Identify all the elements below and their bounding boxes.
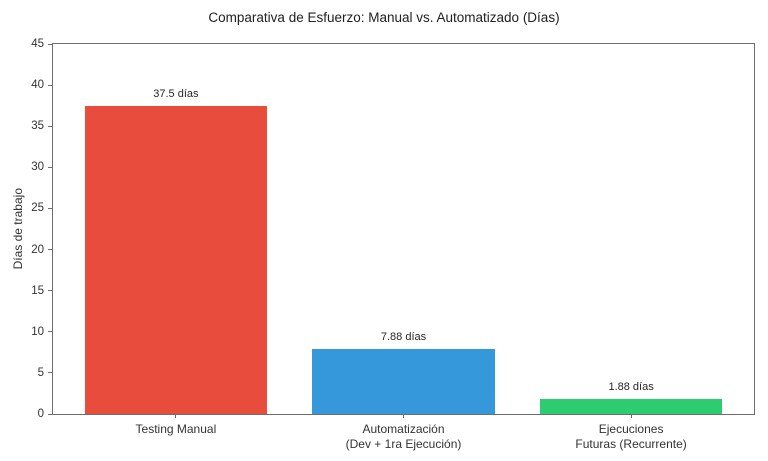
y-tick-label: 30	[31, 161, 44, 174]
y-tick-label: 15	[31, 284, 44, 297]
x-tick-mark	[403, 414, 404, 418]
bar-value-label: 7.88 días	[380, 331, 427, 344]
y-tick-label: 0	[37, 408, 44, 420]
bar-value-label: 1.88 días	[608, 380, 654, 393]
x-tick-mark	[175, 414, 177, 418]
y-tick-mark	[48, 84, 52, 86]
bar	[312, 349, 495, 414]
y-tick-label: 40	[31, 79, 44, 92]
bar	[540, 398, 723, 414]
x-category-label: Automatización (Dev + 1ra Ejecución)	[345, 422, 462, 451]
y-tick-mark	[48, 207, 52, 209]
y-tick-mark	[48, 331, 52, 333]
plot-area: 0 5 10 15 20 25 30 35 40 45 37.5 días Testing Manua…	[31, 38, 755, 451]
y-axis-label-container: Días de trabajo	[10, 43, 26, 415]
y-tick-label: 20	[31, 243, 44, 256]
y-tick-mark	[48, 372, 52, 374]
y-tick-label: 35	[31, 120, 44, 133]
chart-title: Comparativa de Esfuerzo: Manual vs. Auto…	[208, 10, 560, 25]
y-tick-mark	[48, 290, 52, 292]
y-tick-label: 45	[31, 38, 44, 50]
bar	[84, 105, 267, 414]
y-axis-label: Días de trabajo	[11, 188, 25, 270]
y-tick-mark	[48, 249, 52, 251]
y-tick-mark	[48, 125, 52, 127]
y-tick-label: 5	[37, 366, 44, 379]
x-tick-mark	[630, 414, 632, 418]
y-tick-label: 25	[31, 202, 44, 215]
y-tick-mark	[48, 166, 52, 168]
x-category-label: Testing Manual	[135, 422, 217, 436]
y-tick-mark	[48, 43, 52, 45]
bar-value-label: 37.5 días	[153, 87, 199, 100]
y-tick-mark	[48, 413, 52, 415]
x-category-label: Ejecuciones Futuras (Recurrente)	[575, 422, 687, 451]
y-tick-label: 10	[31, 325, 44, 338]
